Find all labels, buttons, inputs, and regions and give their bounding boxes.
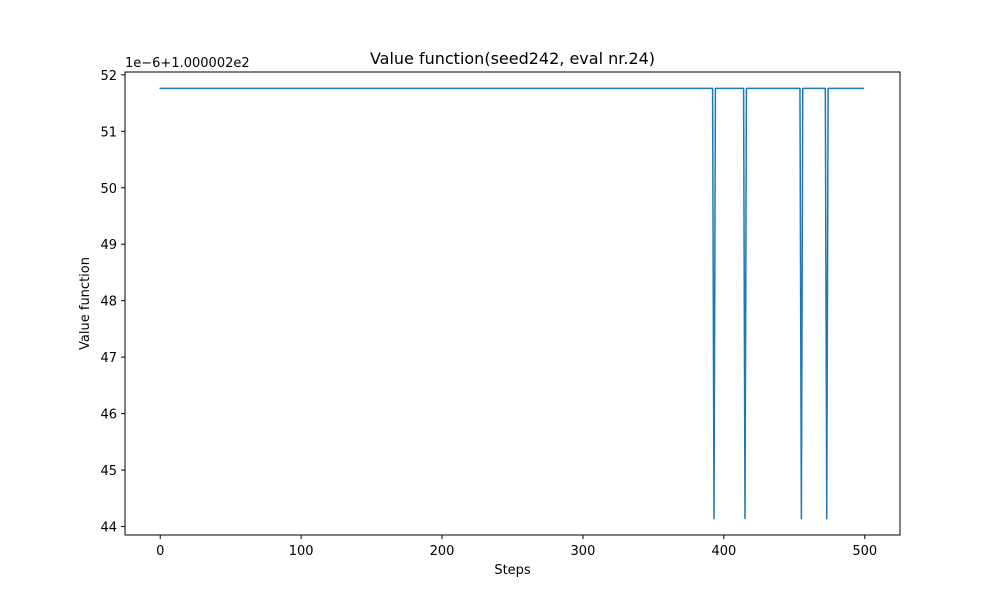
chart-title: Value function(seed242, eval nr.24): [370, 49, 655, 68]
x-tick-label: 0: [156, 544, 164, 559]
x-axis-label: Steps: [494, 563, 531, 578]
y-tick-label: 52: [100, 69, 117, 84]
y-axis-label: Value function: [78, 257, 93, 350]
y-tick-label: 50: [100, 182, 117, 197]
x-tick-label: 100: [289, 544, 314, 559]
x-tick-label: 500: [852, 544, 877, 559]
plot-area: [124, 71, 901, 536]
y-tick-label: 49: [100, 238, 117, 253]
value-function-series-line: [159, 87, 865, 520]
x-tick-label: 300: [571, 544, 596, 559]
y-tick-label: 44: [100, 521, 117, 536]
x-tick-label: 200: [430, 544, 455, 559]
y-tick-label: 51: [100, 125, 117, 140]
y-tick-label: 46: [100, 408, 117, 423]
y-tick-label: 47: [100, 351, 117, 366]
y-tick-label: 48: [100, 295, 117, 310]
x-tick-label: 400: [711, 544, 736, 559]
axes-background: [125, 72, 900, 535]
y-axis-offset-text: 1e−6+1.000002e2: [125, 56, 250, 71]
y-axis-ticks: 44 45 46 47 48 49 50 51 52: [100, 69, 125, 536]
axes-frame: [124, 71, 901, 536]
x-axis-ticks: 0 100 200 300 400 500: [156, 535, 877, 559]
y-tick-label: 45: [100, 464, 117, 479]
